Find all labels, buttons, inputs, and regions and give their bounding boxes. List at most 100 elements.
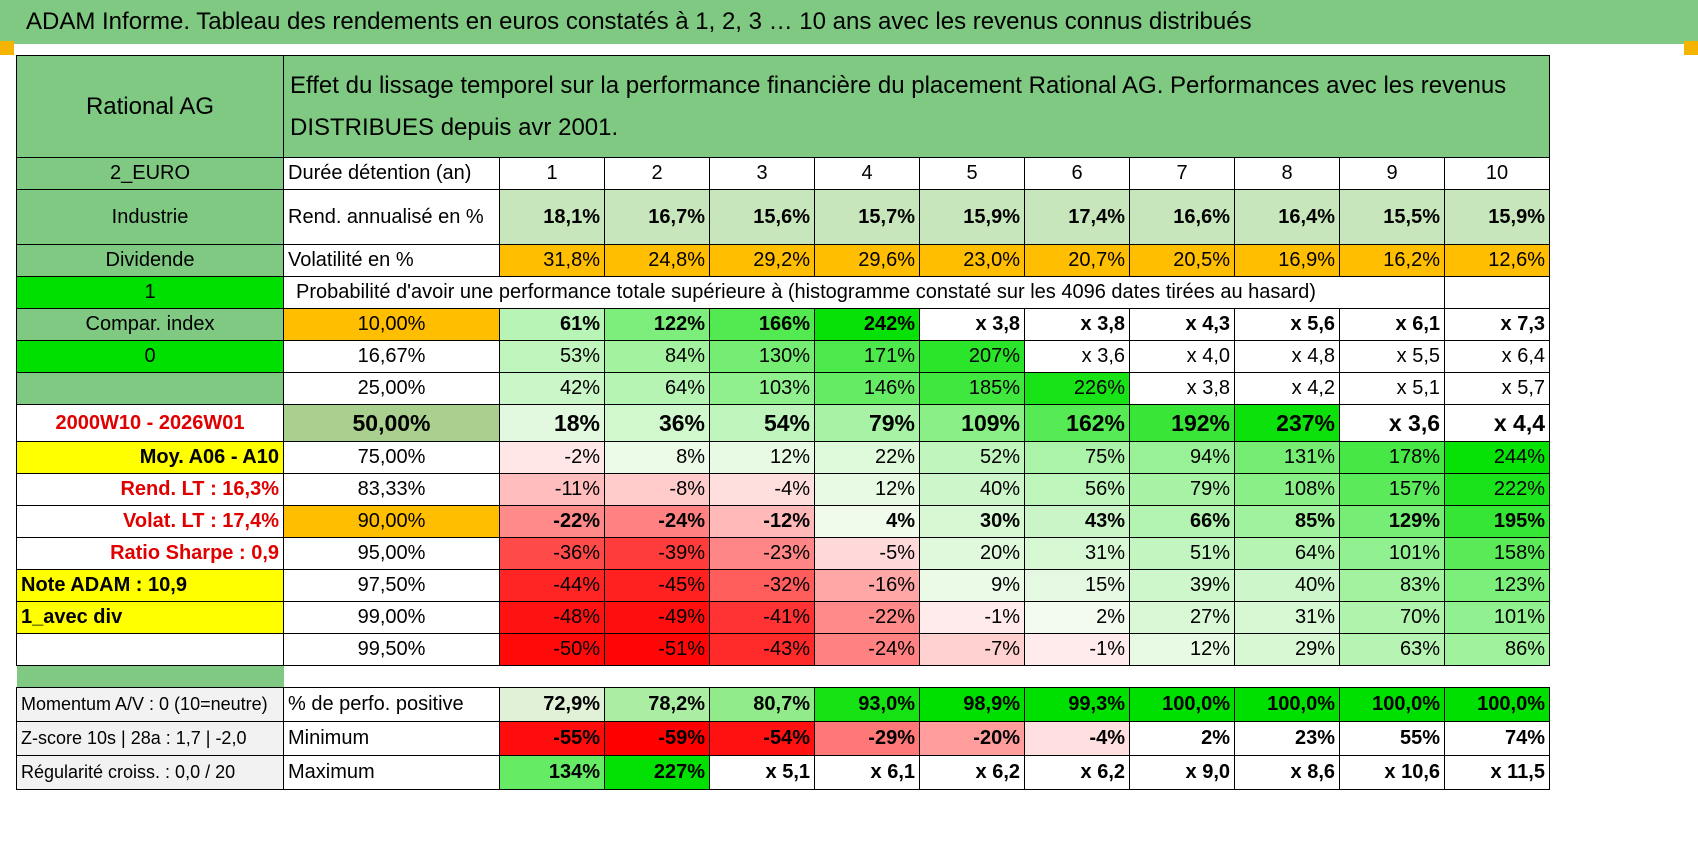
prob-value: -39% — [604, 537, 710, 570]
prob-value: -44% — [499, 569, 605, 602]
prob-value: 85% — [1234, 505, 1340, 538]
prob-value: 2% — [1024, 601, 1130, 634]
prob-value: x 5,6 — [1234, 308, 1340, 341]
prob-value: -49% — [604, 601, 710, 634]
prob-value: 222% — [1444, 473, 1550, 506]
minimum-value: 55% — [1339, 721, 1445, 756]
spacer-row — [16, 665, 1550, 688]
prob-row-median: 2000W10 - 2026W01 50,00% 18% 36% 54% 79%… — [16, 404, 1550, 442]
prob-value: -51% — [604, 633, 710, 666]
header-row: Rational AG Effet du lissage temporel su… — [16, 55, 1550, 158]
prob-value: 103% — [709, 372, 815, 405]
long-term-volatility: Volat. LT : 17,4% — [16, 505, 284, 538]
probability-level: 75,00% — [283, 441, 500, 474]
prob-value: 51% — [1129, 537, 1235, 570]
probability-level: 10,00% — [283, 308, 500, 341]
volatility-row: Dividende Volatilité en % 31,8% 24,8% 29… — [16, 244, 1550, 277]
prob-value: 122% — [604, 308, 710, 341]
prob-value: -5% — [814, 537, 920, 570]
probability-level: 99,00% — [283, 601, 500, 634]
prob-row: Ratio Sharpe : 0,9 95,00% -36% -39% -23%… — [16, 537, 1550, 570]
return-value: 15,9% — [1444, 189, 1550, 245]
maximum-value: x 6,1 — [814, 755, 920, 790]
prob-value: x 5,1 — [1339, 372, 1445, 405]
return-value: 15,6% — [709, 189, 815, 245]
prob-value: 101% — [1339, 537, 1445, 570]
maximum-row: Régularité croiss. : 0,0 / 20 Maximum 13… — [16, 755, 1550, 790]
prob-value: 166% — [709, 308, 815, 341]
prob-value: -45% — [604, 569, 710, 602]
performance-table: Rational AG Effet du lissage temporel su… — [16, 55, 1550, 790]
prob-value: -7% — [919, 633, 1025, 666]
asset-name: Rational AG — [16, 55, 284, 158]
prob-value: -48% — [499, 601, 605, 634]
right-corner-marker — [1684, 41, 1698, 55]
prob-value: x 4,3 — [1129, 308, 1235, 341]
prob-value: 12% — [814, 473, 920, 506]
prob-value: -16% — [814, 569, 920, 602]
prob-value: 70% — [1339, 601, 1445, 634]
prob-value: 36% — [604, 404, 710, 442]
minimum-value: -4% — [1024, 721, 1130, 756]
maximum-value: x 9,0 — [1129, 755, 1235, 790]
prob-value: 31% — [1234, 601, 1340, 634]
period-label: 2000W10 - 2026W01 — [16, 404, 284, 442]
prob-value: -24% — [604, 505, 710, 538]
return-value: 18,1% — [499, 189, 605, 245]
positive-value: 100,0% — [1234, 687, 1340, 722]
positive-value: 99,3% — [1024, 687, 1130, 722]
prob-value: 79% — [1129, 473, 1235, 506]
return-value: 16,7% — [604, 189, 710, 245]
volatility-value: 16,2% — [1339, 244, 1445, 277]
prob-value: 39% — [1129, 569, 1235, 602]
prob-value: 64% — [1234, 537, 1340, 570]
zero-label: 0 — [16, 340, 284, 373]
prob-value: 31% — [1024, 537, 1130, 570]
year-header: 8 — [1234, 157, 1340, 190]
probability-level: 50,00% — [283, 404, 500, 442]
year-header: 6 — [1024, 157, 1130, 190]
year-header: 9 — [1339, 157, 1445, 190]
return-value: 15,5% — [1339, 189, 1445, 245]
volatility-value: 20,5% — [1129, 244, 1235, 277]
prob-value: 54% — [709, 404, 815, 442]
positive-value: 78,2% — [604, 687, 710, 722]
positive-value: 100,0% — [1129, 687, 1235, 722]
prob-value: -8% — [604, 473, 710, 506]
prob-value: 237% — [1234, 404, 1340, 442]
positive-value: 98,9% — [919, 687, 1025, 722]
prob-value: 22% — [814, 441, 920, 474]
year-header: 5 — [919, 157, 1025, 190]
probability-level: 25,00% — [283, 372, 500, 405]
momentum-label: Momentum A/V : 0 (10=neutre) — [16, 687, 284, 722]
prob-value: 109% — [919, 404, 1025, 442]
prob-value: x 3,6 — [1024, 340, 1130, 373]
volatility-value: 29,6% — [814, 244, 920, 277]
probability-level: 16,67% — [283, 340, 500, 373]
minimum-value: 2% — [1129, 721, 1235, 756]
prob-value: 4% — [814, 505, 920, 538]
prob-value: 8% — [604, 441, 710, 474]
maximum-value: 134% — [499, 755, 605, 790]
dividend-mode: 1_avec div — [16, 601, 284, 634]
maximum-label: Maximum — [283, 755, 500, 790]
prob-value: 15% — [1024, 569, 1130, 602]
prob-value: 43% — [1024, 505, 1130, 538]
prob-value: 146% — [814, 372, 920, 405]
prob-value: 242% — [814, 308, 920, 341]
prob-value: 61% — [499, 308, 605, 341]
positive-value: 80,7% — [709, 687, 815, 722]
prob-row: Moy. A06 - A10 75,00% -2% 8% 12% 22% 52%… — [16, 441, 1550, 474]
probability-level: 83,33% — [283, 473, 500, 506]
zscore-label: Z-score 10s | 28a : 1,7 | -2,0 — [16, 721, 284, 756]
prob-value: 20% — [919, 537, 1025, 570]
prob-value: 64% — [604, 372, 710, 405]
prob-row: Rend. LT : 16,3% 83,33% -11% -8% -4% 12%… — [16, 473, 1550, 506]
prob-value: x 3,8 — [1024, 308, 1130, 341]
prob-value: 158% — [1444, 537, 1550, 570]
prob-value: -43% — [709, 633, 815, 666]
prob-value: 53% — [499, 340, 605, 373]
volatility-value: 12,6% — [1444, 244, 1550, 277]
one-label: 1 — [16, 276, 284, 309]
prob-value: 101% — [1444, 601, 1550, 634]
